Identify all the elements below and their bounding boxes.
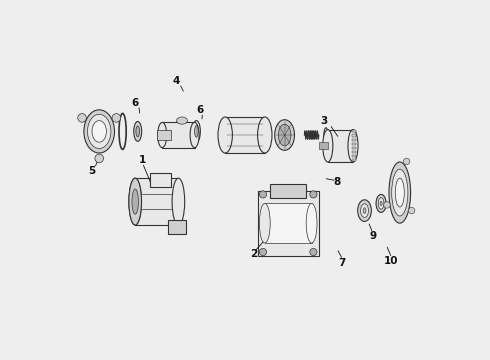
Ellipse shape <box>259 203 270 243</box>
Ellipse shape <box>306 203 317 243</box>
Text: 9: 9 <box>369 231 376 241</box>
Ellipse shape <box>129 178 142 225</box>
Ellipse shape <box>395 178 404 207</box>
Text: 8: 8 <box>333 177 341 187</box>
Ellipse shape <box>325 131 327 139</box>
Bar <box>352 155 356 157</box>
Bar <box>135 178 178 225</box>
Ellipse shape <box>134 122 142 141</box>
Bar <box>352 139 356 141</box>
Circle shape <box>310 248 317 256</box>
Ellipse shape <box>218 117 232 153</box>
Text: 2: 2 <box>250 249 258 259</box>
Circle shape <box>95 154 103 163</box>
Ellipse shape <box>275 120 294 150</box>
Text: 10: 10 <box>384 256 398 266</box>
Circle shape <box>408 207 415 214</box>
Ellipse shape <box>190 122 199 148</box>
Ellipse shape <box>389 162 411 223</box>
Ellipse shape <box>324 128 328 142</box>
Text: 6: 6 <box>196 105 204 115</box>
Circle shape <box>78 114 86 122</box>
Text: 7: 7 <box>339 258 346 268</box>
Bar <box>258 191 319 256</box>
Ellipse shape <box>88 114 111 149</box>
Circle shape <box>310 191 317 198</box>
Ellipse shape <box>380 201 382 206</box>
Ellipse shape <box>378 198 384 209</box>
Bar <box>352 151 356 153</box>
Ellipse shape <box>84 110 115 153</box>
Ellipse shape <box>193 121 200 142</box>
Circle shape <box>259 191 267 198</box>
Bar <box>270 184 306 198</box>
Bar <box>352 143 356 145</box>
Ellipse shape <box>376 194 386 212</box>
Bar <box>352 134 356 136</box>
Ellipse shape <box>278 124 291 146</box>
Bar <box>162 122 195 148</box>
Ellipse shape <box>392 169 408 216</box>
Text: 4: 4 <box>173 76 180 86</box>
Ellipse shape <box>358 200 371 221</box>
Ellipse shape <box>132 189 139 214</box>
Bar <box>225 117 265 153</box>
Text: 3: 3 <box>320 116 328 126</box>
Ellipse shape <box>92 121 106 142</box>
Ellipse shape <box>323 130 333 162</box>
Ellipse shape <box>129 178 142 225</box>
Ellipse shape <box>258 117 272 153</box>
Circle shape <box>259 248 267 256</box>
Bar <box>352 147 356 149</box>
Bar <box>352 159 356 161</box>
Ellipse shape <box>348 130 358 162</box>
Text: 1: 1 <box>139 155 146 165</box>
Circle shape <box>384 202 390 208</box>
Bar <box>319 142 328 149</box>
Bar <box>168 220 186 234</box>
Circle shape <box>112 114 121 122</box>
Ellipse shape <box>176 117 187 124</box>
Bar <box>149 173 171 187</box>
Text: 6: 6 <box>132 98 139 108</box>
Ellipse shape <box>361 204 368 217</box>
Ellipse shape <box>363 208 366 213</box>
Text: 5: 5 <box>88 166 96 176</box>
Ellipse shape <box>136 126 140 137</box>
Ellipse shape <box>158 122 167 148</box>
Bar <box>265 203 312 243</box>
Ellipse shape <box>172 178 185 225</box>
Bar <box>328 130 353 162</box>
Bar <box>157 130 171 140</box>
Bar <box>352 130 356 132</box>
Circle shape <box>403 158 410 165</box>
Ellipse shape <box>195 126 198 137</box>
